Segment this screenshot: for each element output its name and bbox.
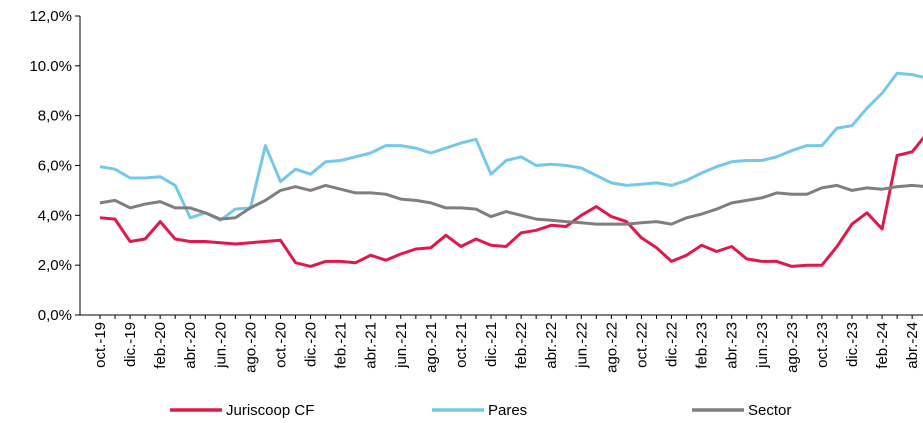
x-tick-label: dic.-23 bbox=[844, 322, 861, 367]
x-tick-label: jun.-23 bbox=[754, 322, 771, 369]
y-tick-label: 8,0% bbox=[38, 108, 72, 125]
legend-label: Sector bbox=[748, 402, 791, 419]
x-tick-label: abr.-21 bbox=[363, 322, 380, 369]
x-tick-label: oct.-21 bbox=[453, 322, 470, 368]
x-tick-label: oct.-22 bbox=[633, 322, 650, 368]
legend-label: Juriscoop CF bbox=[226, 402, 314, 419]
x-tick-label: ago.-23 bbox=[784, 322, 801, 373]
x-tick-label: abr.-23 bbox=[724, 322, 741, 369]
legend-label: Pares bbox=[488, 402, 527, 419]
x-tick-label: ago.-22 bbox=[603, 322, 620, 373]
x-tick-label: feb.-22 bbox=[513, 322, 530, 369]
y-tick-label: 12,0% bbox=[29, 8, 72, 25]
x-tick-label: jun.-20 bbox=[212, 322, 229, 369]
x-tick-label: dic.-21 bbox=[483, 322, 500, 367]
x-tick-label: oct.-20 bbox=[272, 322, 289, 368]
x-tick-label: ago.-20 bbox=[242, 322, 259, 373]
y-tick-label: 6,0% bbox=[38, 158, 72, 175]
x-tick-label: jun.-22 bbox=[573, 322, 590, 369]
x-tick-label: feb.-24 bbox=[874, 322, 891, 369]
plot-area bbox=[99, 71, 923, 268]
y-tick-label: 0,0% bbox=[38, 307, 72, 324]
x-tick-label: dic.-19 bbox=[122, 322, 139, 367]
x-tick-label: feb.-21 bbox=[333, 322, 350, 369]
x-tick-label: ago.-21 bbox=[423, 322, 440, 373]
x-tick-label: dic.-22 bbox=[664, 322, 681, 367]
x-tick-label: feb.-23 bbox=[694, 322, 711, 369]
data-line bbox=[99, 183, 923, 226]
data-line bbox=[99, 71, 923, 222]
x-tick-label: oct.-19 bbox=[92, 322, 109, 368]
axes: 0,0% 2,0% 4,0% 6,0% 8,0% 10.0% 12,0% oct.-19 dic… bbox=[29, 8, 923, 373]
y-tick-label: 4,0% bbox=[38, 207, 72, 224]
y-tick-label: 10.0% bbox=[29, 58, 72, 75]
x-tick-label: dic.-20 bbox=[303, 322, 320, 367]
data-line bbox=[99, 135, 923, 268]
x-tick-label: oct.-23 bbox=[814, 322, 831, 368]
x-tick-label: abr.-24 bbox=[904, 322, 921, 369]
x-tick-label: abr.-20 bbox=[182, 322, 199, 369]
x-tick-label: feb.-20 bbox=[152, 322, 169, 369]
y-tick-label: 2,0% bbox=[38, 257, 72, 274]
x-tick-label: jun.-21 bbox=[393, 322, 410, 369]
x-tick-label: abr.-22 bbox=[543, 322, 560, 369]
